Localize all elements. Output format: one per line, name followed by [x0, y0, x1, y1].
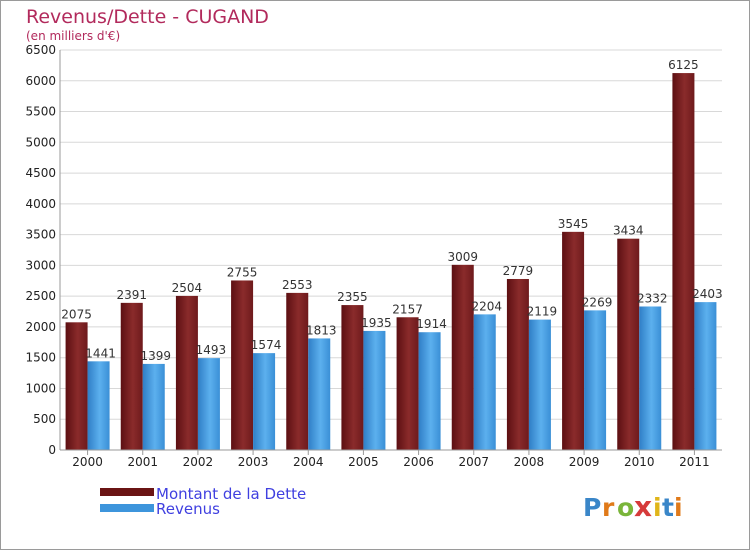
data-label: 1399 [140, 349, 171, 363]
x-tick-label: 2004 [293, 455, 324, 469]
x-tick-label: 2006 [403, 455, 434, 469]
data-label: 2157 [392, 302, 423, 316]
svg-text:x: x [634, 490, 652, 523]
bar-dette [175, 295, 198, 450]
data-label: 1914 [416, 317, 447, 331]
bar-revenus [528, 319, 551, 450]
svg-text:t: t [662, 493, 674, 522]
y-tick-label: 2500 [25, 289, 56, 303]
bar-revenus [473, 314, 496, 450]
y-tick-label: 5500 [25, 105, 56, 119]
x-tick-label: 2000 [72, 455, 103, 469]
x-tick-label: 2002 [183, 455, 214, 469]
y-tick-label: 5000 [25, 135, 56, 149]
data-label: 3434 [613, 224, 644, 238]
svg-text:r: r [602, 493, 615, 522]
data-label: 3009 [447, 250, 478, 264]
y-tick-label: 6000 [25, 74, 56, 88]
svg-text:i: i [653, 493, 662, 522]
y-tick-label: 4500 [25, 166, 56, 180]
bar-dette [672, 73, 695, 451]
y-tick-label: 500 [33, 412, 56, 426]
proxiti-logo: P r o x i t i [583, 490, 683, 523]
bar-revenus [253, 353, 276, 450]
data-label: 1493 [196, 343, 227, 357]
data-label: 2755 [227, 265, 258, 279]
x-tick-label: 2010 [624, 455, 655, 469]
legend-label-revenus: Revenus [156, 500, 220, 518]
data-label: 2403 [692, 287, 723, 301]
x-tick-label: 2009 [569, 455, 600, 469]
bar-dette [506, 278, 529, 450]
bar-dette [451, 264, 474, 450]
x-tick-label: 2007 [458, 455, 489, 469]
data-label: 6125 [668, 58, 699, 72]
y-tick-label: 2000 [25, 320, 56, 334]
data-label: 1935 [361, 316, 392, 330]
bar-dette [120, 302, 143, 450]
data-label: 2391 [116, 288, 147, 302]
svg-text:i: i [674, 493, 683, 522]
svg-text:P: P [583, 493, 601, 522]
data-label: 2355 [337, 290, 368, 304]
x-tick-label: 2001 [127, 455, 158, 469]
data-label: 1441 [85, 346, 116, 360]
bar-dette [341, 305, 364, 450]
x-tick-label: 2005 [348, 455, 379, 469]
data-label: 2119 [527, 305, 558, 319]
x-tick-label: 2008 [514, 455, 545, 469]
bar-dette [65, 322, 88, 450]
bar-revenus [639, 306, 662, 450]
data-label: 2779 [503, 264, 534, 278]
legend-swatch-revenus [100, 504, 154, 512]
data-label: 2332 [637, 291, 668, 305]
y-tick-label: 4000 [25, 197, 56, 211]
bar-revenus [363, 330, 386, 450]
y-axis: 0 500 1000 1500 2000 2500 3000 3500 4000 4500 5000… [25, 43, 61, 457]
y-tick-label: 0 [48, 443, 56, 457]
data-label: 3545 [558, 217, 589, 231]
data-label: 1813 [306, 323, 337, 337]
legend-swatch-debt [100, 488, 154, 496]
data-label: 2075 [61, 307, 92, 321]
bar-dette [562, 231, 585, 450]
bar-revenus [418, 332, 441, 450]
data-label: 2269 [582, 295, 613, 309]
bar-dette [231, 280, 254, 450]
bar-revenus [197, 358, 220, 450]
data-label: 2504 [172, 281, 203, 295]
legend-label-debt: Montant de la Dette [156, 485, 306, 503]
y-tick-label: 6500 [25, 43, 56, 57]
x-axis: 2000 2001 2002 2003 2004 2005 2006 2007 2008 2009… [60, 449, 722, 469]
bar-dette [617, 238, 640, 450]
bar-revenus [87, 361, 110, 450]
y-tick-label: 1500 [25, 351, 56, 365]
y-tick-label: 3500 [25, 228, 56, 242]
x-tick-label: 2003 [238, 455, 269, 469]
bar-revenus [142, 363, 165, 450]
chart-subtitle: (en milliers d'€) [26, 29, 120, 43]
data-label: 2553 [282, 278, 313, 292]
chart-title: Revenus/Dette - CUGAND [26, 6, 269, 28]
svg-text:o: o [617, 493, 634, 522]
data-label: 2204 [471, 299, 502, 313]
bar-revenus [584, 310, 607, 450]
data-label: 1574 [251, 338, 282, 352]
bars: 2075 1441 2391 1399 2504 1493 2755 1574 2553 1813… [61, 58, 723, 451]
bar-revenus [308, 338, 331, 450]
bar-dette [396, 317, 419, 450]
bar-dette [286, 292, 309, 450]
legend: Montant de la Dette Revenus [100, 485, 306, 518]
x-tick-label: 2011 [679, 455, 710, 469]
y-tick-label: 1000 [25, 381, 56, 395]
y-tick-label: 3000 [25, 258, 56, 272]
bar-revenus [694, 302, 717, 450]
